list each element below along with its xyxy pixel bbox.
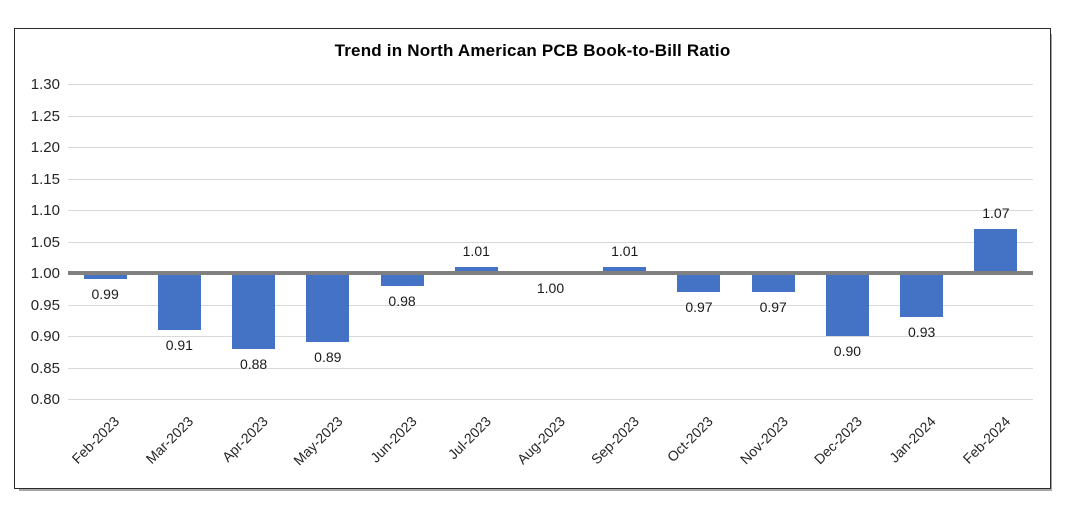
data-label-feb-2024: 1.07 — [982, 204, 1010, 221]
y-axis-tick-label: 0.90 — [30, 328, 60, 345]
y-gridline — [68, 147, 1033, 148]
data-label-apr-2023: 0.88 — [239, 355, 268, 372]
bar-apr-2023 — [232, 273, 276, 349]
bar-jun-2023 — [380, 273, 424, 286]
y-gridline — [68, 241, 1033, 243]
y-axis-tick-label: 0.80 — [30, 391, 60, 408]
data-label-mar-2023: 0.91 — [165, 336, 193, 353]
bar-may-2023 — [306, 273, 350, 343]
bar-feb-2023 — [83, 273, 127, 280]
bar-dec-2023 — [825, 273, 869, 336]
data-label-dec-2023: 0.90 — [833, 343, 862, 359]
bar-mar-2023 — [157, 273, 201, 330]
y-gridline — [68, 304, 1033, 306]
data-label-aug-2023: 1.00 — [536, 280, 565, 296]
data-label-may-2023: 0.89 — [314, 349, 342, 366]
bar-nov-2023 — [751, 273, 795, 292]
bar-jul-2023 — [454, 266, 498, 273]
y-axis-tick-label: 1.00 — [30, 265, 60, 282]
y-gridline — [68, 115, 1033, 117]
chart-title: Trend in North American PCB Book-to-Bill… — [334, 41, 731, 60]
data-label-jun-2023: 0.98 — [388, 292, 416, 309]
y-axis-tick-label: 1.20 — [30, 139, 60, 156]
bar-jan-2024 — [900, 273, 944, 318]
y-gridline — [68, 336, 1033, 337]
y-gridline — [68, 399, 1033, 400]
y-gridline — [68, 84, 1033, 85]
y-gridline — [68, 367, 1033, 369]
data-label-jul-2023: 1.01 — [462, 242, 490, 259]
baseline-1.00-line — [68, 271, 1033, 275]
y-axis-tick-label: 0.85 — [30, 359, 60, 377]
chart-frame — [14, 28, 1051, 489]
bar-feb-2024 — [974, 228, 1018, 273]
y-axis-tick-label: 1.25 — [30, 107, 60, 125]
bar-sep-2023 — [603, 266, 647, 273]
y-axis-tick-label: 1.10 — [30, 202, 60, 219]
data-label-feb-2023: 0.99 — [91, 286, 119, 303]
y-axis-tick-label: 1.15 — [30, 170, 60, 188]
y-axis-tick-label: 0.95 — [30, 296, 60, 314]
y-gridline — [68, 210, 1033, 211]
bar-oct-2023 — [677, 273, 721, 292]
data-label-oct-2023: 0.97 — [685, 298, 713, 315]
data-label-sep-2023: 1.01 — [611, 242, 639, 259]
y-axis-tick-label: 1.05 — [30, 233, 60, 251]
y-gridline — [68, 178, 1033, 180]
y-axis-tick-label: 1.30 — [30, 76, 60, 93]
data-label-nov-2023: 0.97 — [759, 298, 787, 315]
data-label-jan-2024: 0.93 — [908, 324, 936, 341]
